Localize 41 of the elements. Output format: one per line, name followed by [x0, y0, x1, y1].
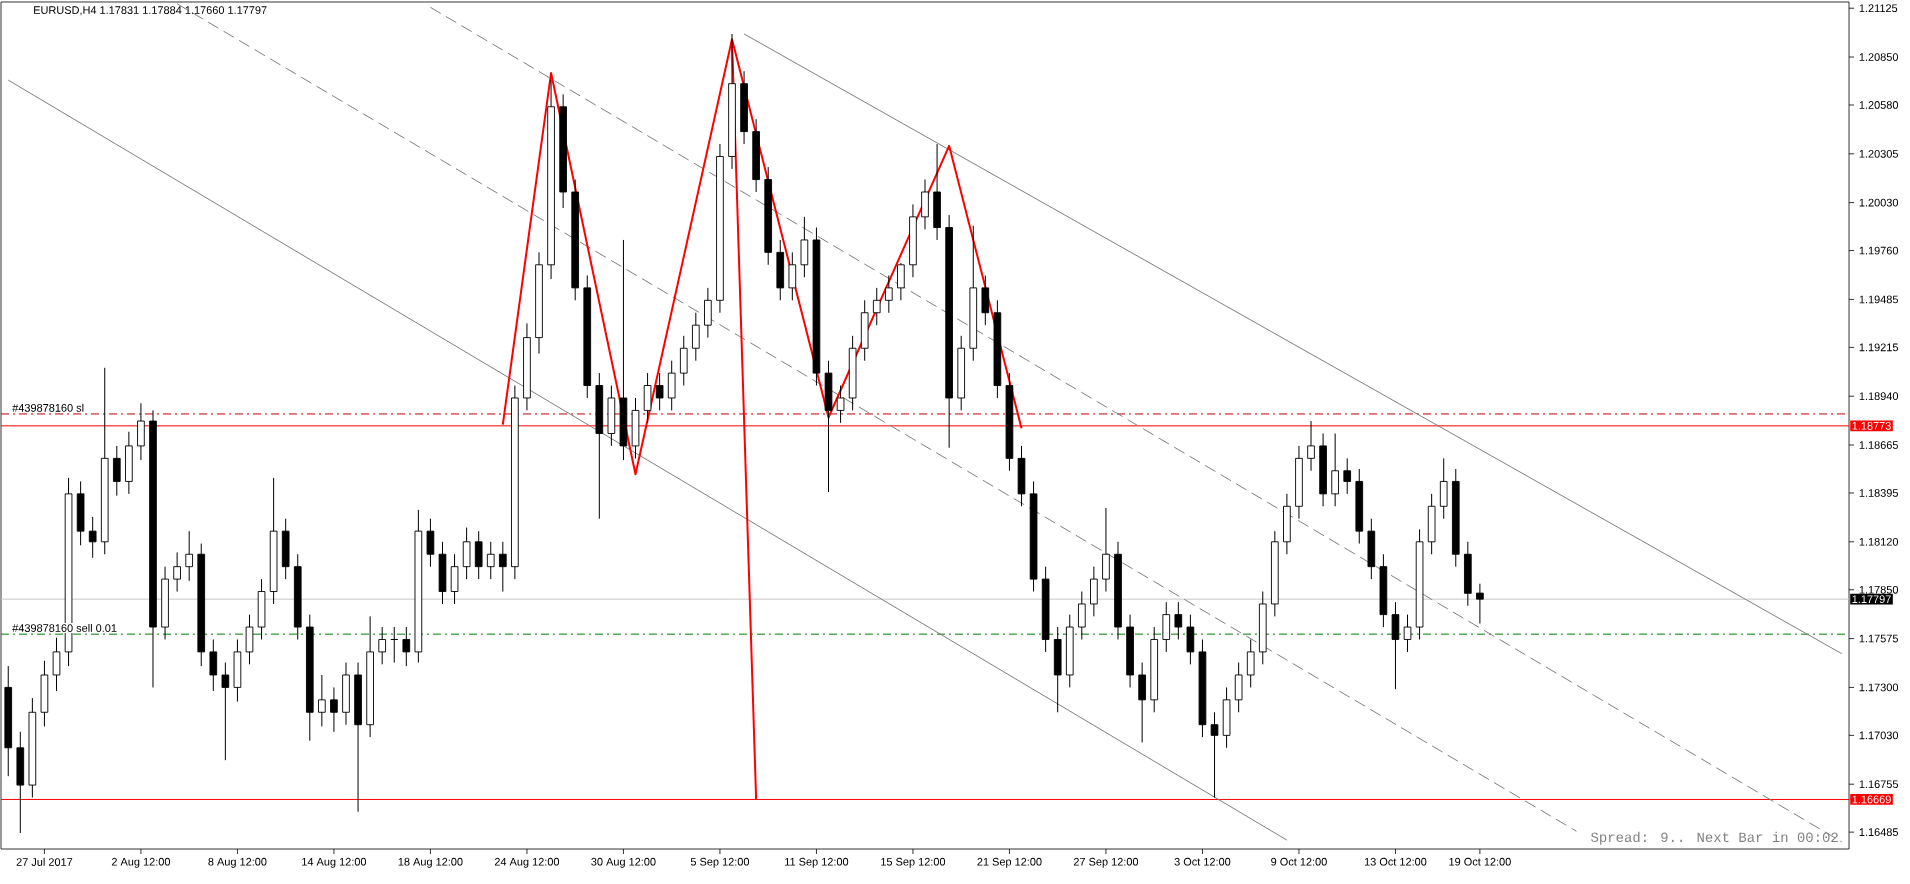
- y-tick-label: 1.18665: [1859, 441, 1899, 449]
- x-tick-label: 24 Aug 12:00: [494, 857, 560, 868]
- y-tick-label: 1.17300: [1859, 683, 1899, 692]
- y-tick-label: 1.20850: [1859, 53, 1899, 61]
- y-tick-label: 1.18940: [1859, 392, 1899, 401]
- x-tick-label: 2 Aug 12:00: [111, 857, 171, 868]
- y-tick-label: 1.19485: [1859, 295, 1899, 304]
- y-tick-label: 1.20030: [1859, 198, 1899, 207]
- x-tick-label: 27 Sep 12:00: [1073, 857, 1139, 868]
- x-tick-label: 5 Sep 12:00: [690, 857, 750, 868]
- y-tick-label: 1.16755: [1859, 780, 1899, 789]
- ref-line-label: 1.18773: [1852, 421, 1891, 430]
- y-tick-label: 1.17575: [1859, 634, 1899, 643]
- x-tick-label: 19 Oct 12:00: [1449, 857, 1511, 866]
- ref-line-label: #439878160 sell 0.01: [12, 623, 117, 632]
- x-tick-label: 14 Aug 12:00: [302, 857, 367, 868]
- y-tick-label: 1.21125: [1859, 4, 1898, 13]
- y-tick-label: 1.17850: [1859, 585, 1899, 594]
- x-tick-label: 21 Sep 12:00: [977, 857, 1042, 868]
- ref-line-label: 1.16669: [1852, 795, 1891, 804]
- y-tick-label: 1.16485: [1859, 828, 1899, 837]
- x-tick-label: 9 Oct 12:00: [1271, 857, 1327, 866]
- chart-title: EURUSD,H4 1.17831 1.17884 1.17660 1.17797: [34, 6, 267, 16]
- y-tick-label: 1.18395: [1859, 489, 1899, 497]
- y-tick-label: 1.19215: [1859, 343, 1899, 352]
- x-tick-label: 27 Jul 2017: [16, 857, 73, 866]
- x-tick-label: 30 Aug 12:00: [591, 857, 656, 868]
- x-tick-label: 8 Aug 12:00: [208, 857, 267, 868]
- y-tick-label: 1.18120: [1859, 537, 1899, 546]
- y-tick-label: 1.17030: [1859, 731, 1899, 740]
- x-tick-label: 11 Sep 12:00: [785, 857, 849, 868]
- ref-line-label: 1.17797: [1852, 595, 1891, 604]
- x-tick-label: 18 Aug 12:00: [398, 857, 463, 868]
- x-tick-label: 15 Sep 12:00: [881, 857, 946, 868]
- ref-line-label: #439878160 sl: [12, 403, 84, 412]
- annotation: Spread: 9.. Next Bar in 00:02: [1591, 831, 1838, 845]
- y-tick-label: 1.19760: [1859, 246, 1899, 255]
- y-tick-label: 1.20580: [1859, 101, 1899, 109]
- x-tick-label: 3 Oct 12:00: [1174, 857, 1231, 866]
- x-tick-label: 13 Oct 12:00: [1364, 857, 1427, 866]
- y-tick-label: 1.20305: [1859, 149, 1899, 158]
